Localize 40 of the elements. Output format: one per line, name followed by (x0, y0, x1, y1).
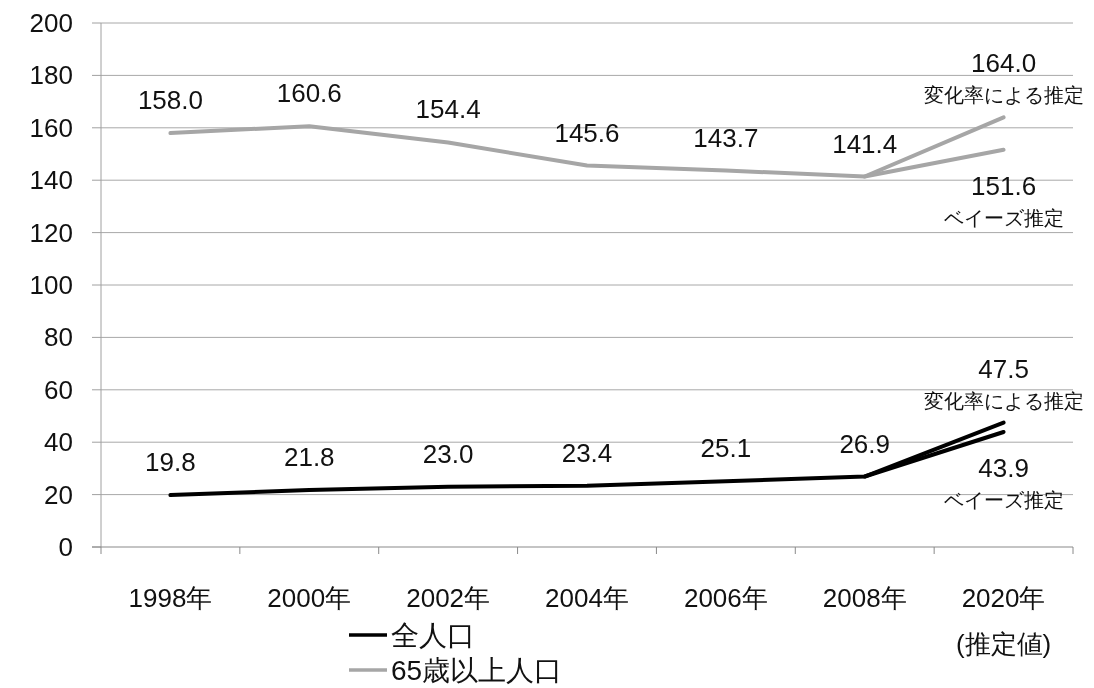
value-label: 143.7 (693, 122, 759, 153)
value-label: 141.4 (832, 128, 898, 159)
value-label: 43.9 (978, 453, 1029, 483)
y-tick-label: 160 (29, 112, 73, 143)
x-tick-label: 2004年 (545, 583, 629, 613)
y-tick-label: 200 (29, 8, 73, 38)
value-label: 19.8 (145, 447, 196, 478)
value-label: 164.0 (971, 48, 1037, 79)
y-tick-label: 60 (44, 374, 73, 405)
x-tick-label: 2000年 (267, 583, 352, 613)
x-tick-label: 2020年 (推定値) (955, 583, 1052, 659)
y-tick-label: 20 (44, 479, 73, 510)
value-label: 25.1 (700, 433, 752, 464)
legend-label: 65歳以上人口 (391, 654, 563, 686)
value-label: 145.6 (554, 117, 620, 148)
x-tick-label: 2002年 (406, 583, 491, 613)
y-tick-label: 180 (29, 60, 73, 91)
y-tick-label: 140 (29, 165, 73, 196)
x-tick-label: 2006年 (683, 583, 768, 613)
y-tick-label: 100 (29, 270, 73, 300)
y-tick-label: 120 (29, 217, 73, 248)
value-label: 21.8 (284, 441, 335, 472)
value-label: 154.4 (415, 94, 481, 125)
x-tick-label: 2008年 (822, 583, 907, 613)
x-tick-label: 1998年 (128, 583, 213, 613)
value-label: 151.6 (971, 170, 1037, 201)
annotation: ベイーズ推定 (943, 206, 1064, 229)
value-label: 47.5 (978, 353, 1029, 384)
value-label: 158.0 (137, 85, 203, 116)
legend-label: 全人口 (391, 619, 475, 651)
annotation: 変化率による推定 (923, 84, 1084, 107)
value-label: 23.4 (561, 437, 613, 468)
value-label: 160.6 (276, 78, 342, 109)
y-tick-label: 0 (58, 532, 73, 562)
y-tick-label: 80 (44, 322, 73, 353)
annotation: ベイーズ推定 (943, 489, 1064, 511)
y-tick-label: 40 (44, 427, 73, 458)
value-label: 26.9 (839, 428, 890, 459)
value-label: 23.0 (422, 438, 474, 469)
annotation: 変化率による推定 (923, 389, 1084, 412)
